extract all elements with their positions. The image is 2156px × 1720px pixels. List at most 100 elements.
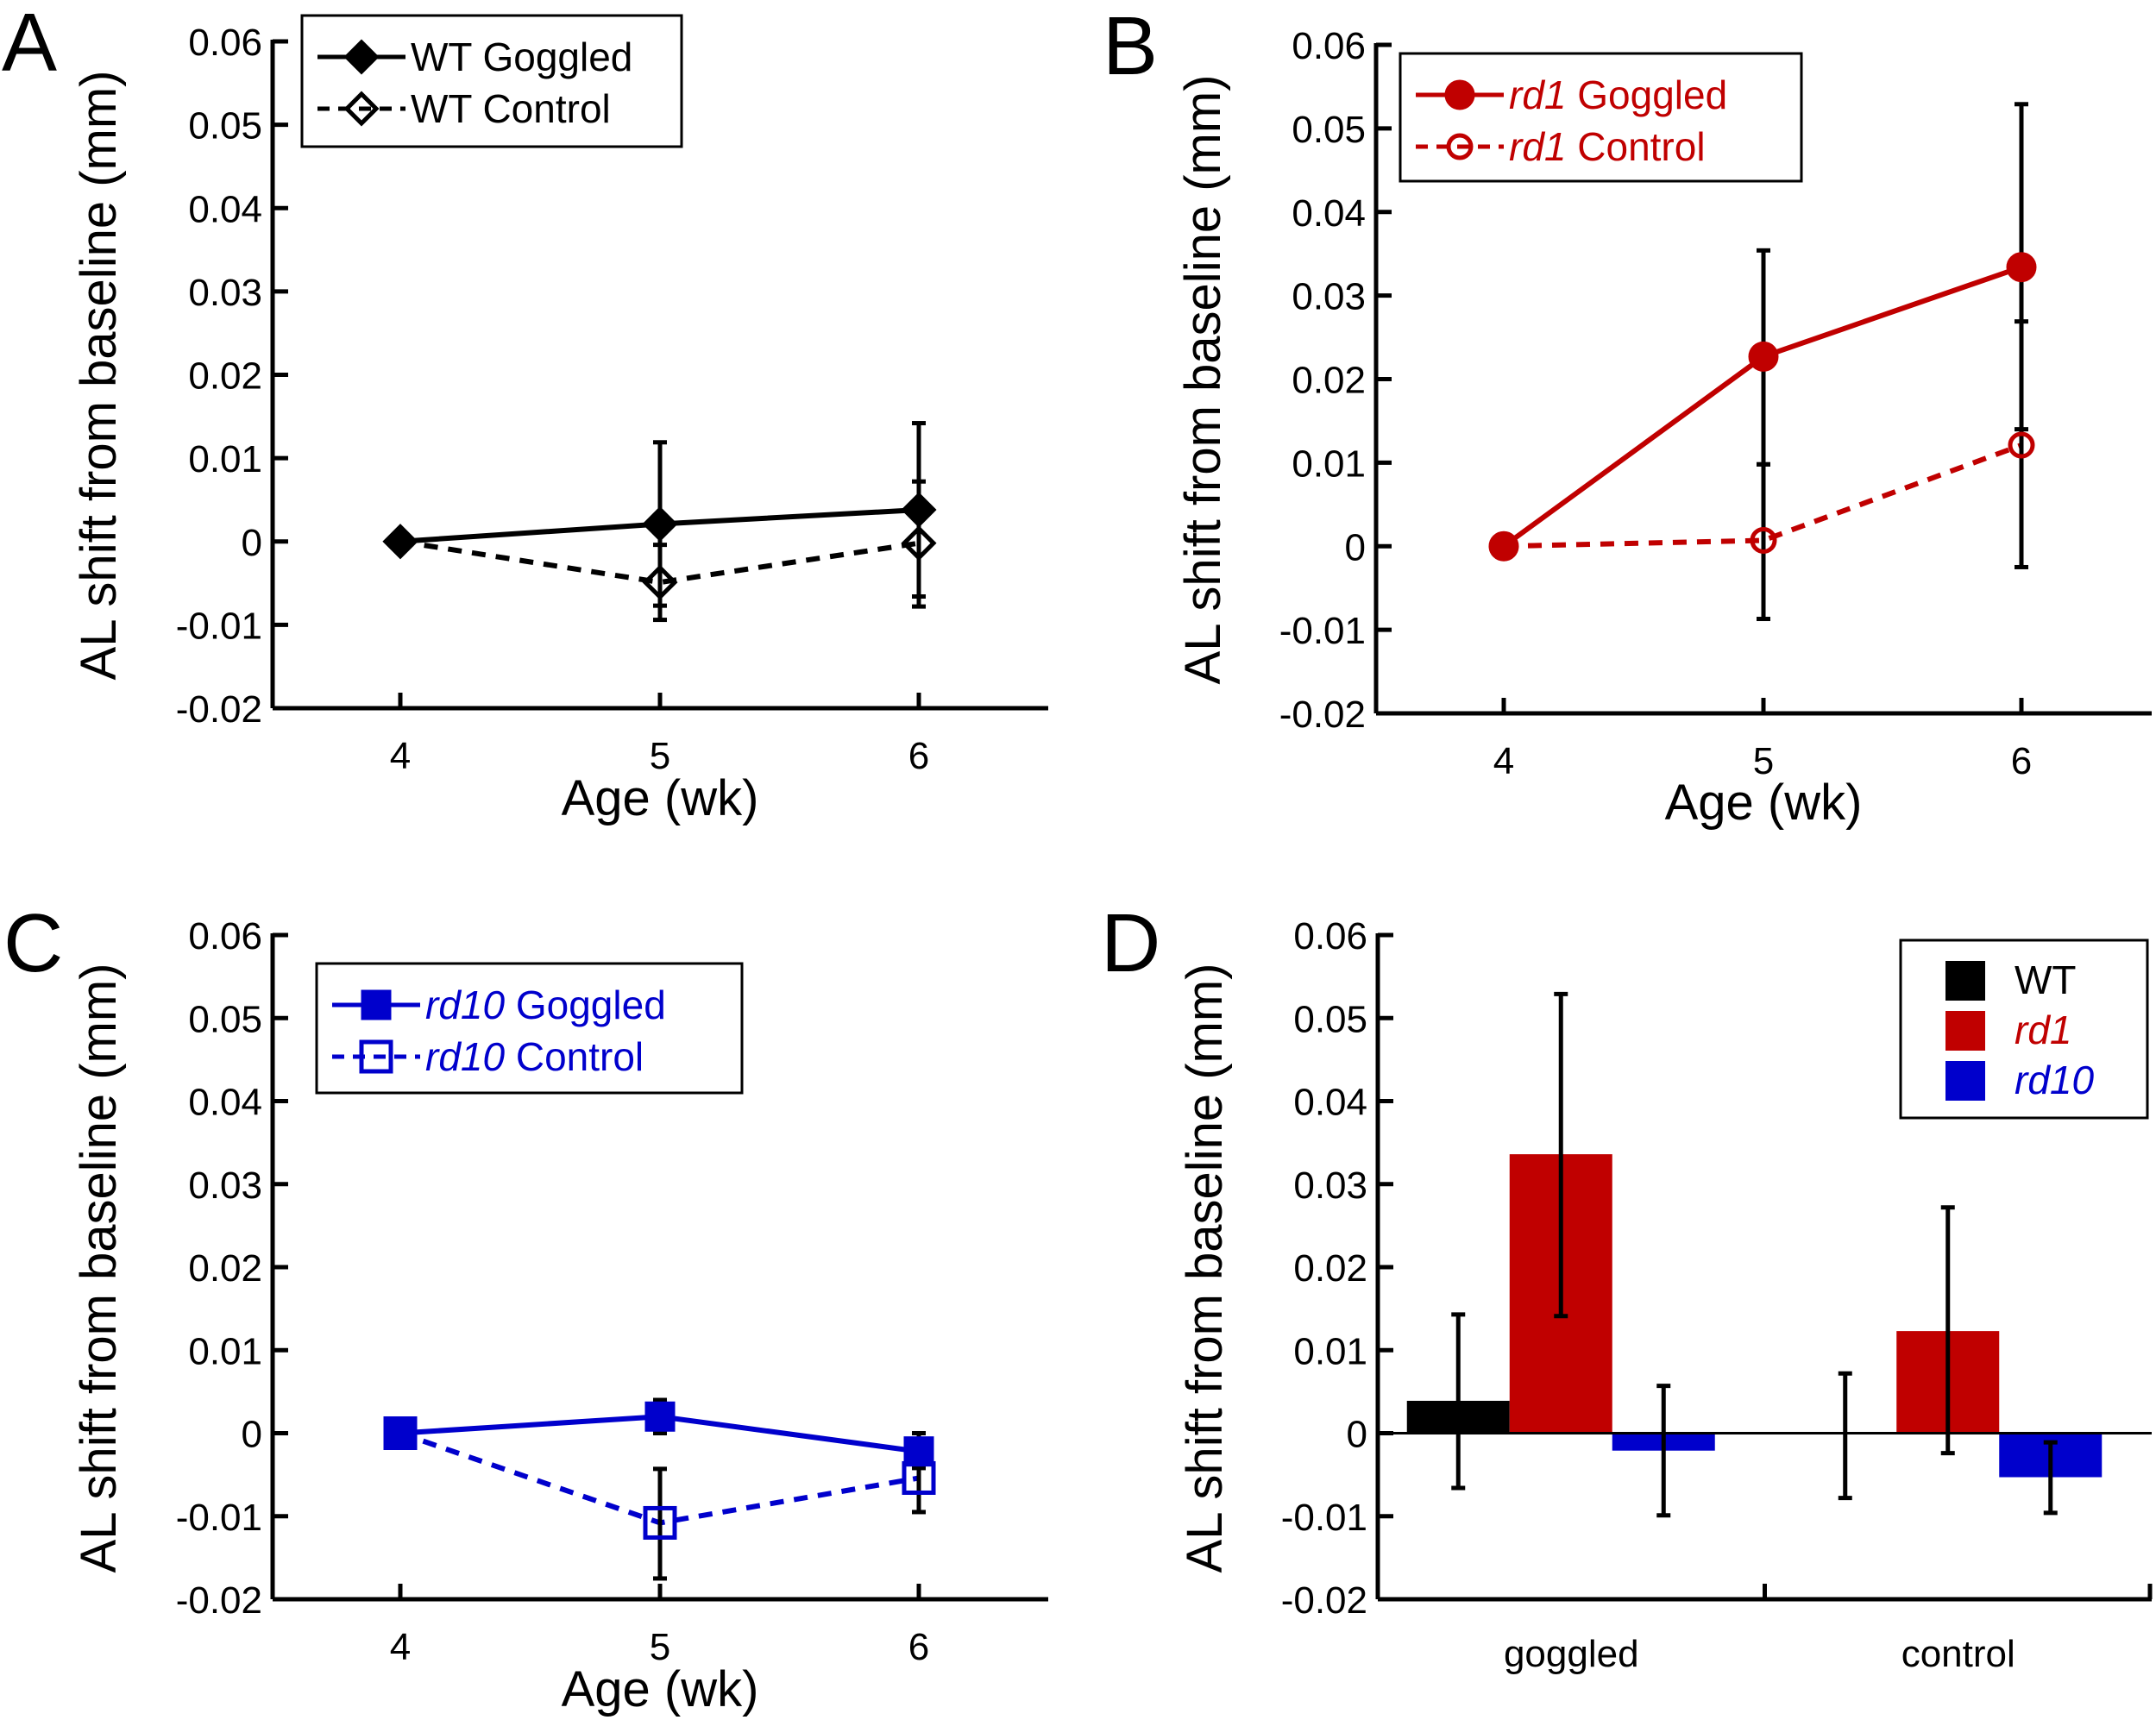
y-tick-label: 0.04 xyxy=(188,1082,262,1124)
legend-entry-plain: Control xyxy=(505,1034,644,1079)
y-tick-label: 0 xyxy=(1345,526,1366,568)
marker-diamond-open xyxy=(343,91,380,127)
y-tick-label: 0 xyxy=(1347,1414,1367,1456)
y-tick-label: 0.04 xyxy=(1292,192,1366,235)
legend-swatch-rd10 xyxy=(1945,1061,1985,1101)
y-tick-label: 0.01 xyxy=(188,1330,262,1372)
marker-diamond-filled xyxy=(642,505,678,542)
y-tick-label: 0.06 xyxy=(1292,25,1366,67)
y-axis-title-b: AL shift from baseline (mm) xyxy=(1175,75,1231,685)
panel-b-chart: 0.06 0.05 0.04 0.03 0.02 0.01 0 -0.01 -0.02 4 5 6 rd… xyxy=(1279,25,2152,782)
y-tick-label: 0.03 xyxy=(1293,1164,1367,1207)
marker-square-filled xyxy=(361,989,392,1020)
marker-diamond-open xyxy=(382,524,418,560)
marker-square-filled xyxy=(385,1418,416,1448)
x-category-label: goggled xyxy=(1504,1633,1639,1675)
marker-circle-filled xyxy=(1748,341,1779,372)
marker-square-open xyxy=(359,1039,393,1074)
x-tick-label: 6 xyxy=(2011,740,2032,782)
legend-swatch-wt xyxy=(1945,961,1985,1001)
marker-diamond-open xyxy=(901,525,937,562)
panel-a-chart: 0.06 0.05 0.04 0.03 0.02 0.01 0 -0.01 -0.02 4 5 6 WT… xyxy=(176,14,1048,777)
y-tick-label: 0.05 xyxy=(1293,998,1367,1040)
legend-entry-italic: rd1 xyxy=(1509,124,1566,169)
marker-square-filled xyxy=(903,1436,934,1467)
panel-c-chart: 0.06 0.05 0.04 0.03 0.02 0.01 0 -0.01 -0.02 4 5 6 rd… xyxy=(176,915,1048,1668)
x-axis-title-c: Age (wk) xyxy=(562,1661,759,1717)
marker-square-open xyxy=(643,1505,677,1540)
x-tick-label: 6 xyxy=(908,735,929,777)
marker-square-open xyxy=(383,1416,418,1450)
marker-circle-filled xyxy=(1444,79,1475,110)
legend-entry-italic: rd1 xyxy=(1509,72,1566,117)
y-tick-label: -0.02 xyxy=(176,1579,262,1622)
marker-square-open xyxy=(902,1460,936,1495)
y-tick-label: 0.04 xyxy=(1293,1082,1367,1124)
series-line-rd1-control xyxy=(1503,443,2023,549)
x-tick-label: 5 xyxy=(650,1626,670,1668)
y-tick-label: 0.02 xyxy=(1293,1247,1367,1290)
x-tick-label: 6 xyxy=(908,1626,929,1668)
legend-box xyxy=(1399,52,1803,183)
y-tick-label: 0.05 xyxy=(188,105,262,148)
legend-entry-label: WT Control xyxy=(411,86,611,131)
y-tick-label: -0.01 xyxy=(1279,610,1366,652)
legend-entry-plain: Control xyxy=(1566,124,1705,169)
y-tick-label: 0.01 xyxy=(1293,1330,1367,1372)
legend-entry-italic: rd10 xyxy=(425,1034,505,1079)
panel-label-a: A xyxy=(2,0,57,89)
panel-label-d: D xyxy=(1101,897,1160,989)
x-tick-label: 5 xyxy=(1753,740,1774,782)
marker-circle-open xyxy=(1446,133,1474,160)
y-tick-label: 0.02 xyxy=(1292,360,1366,402)
series-line-wt-control xyxy=(399,538,920,586)
legend-entry-plain: WT Control xyxy=(411,86,611,131)
marker-circle-open xyxy=(2008,431,2035,459)
y-tick-label: 0.03 xyxy=(188,1164,262,1207)
x-category-label: control xyxy=(1901,1633,2015,1675)
y-tick-label: -0.02 xyxy=(176,688,262,731)
legend-entry-plain: Goggled xyxy=(1566,72,1727,117)
y-tick-label: -0.02 xyxy=(1279,694,1366,736)
x-tick-label: 4 xyxy=(390,735,411,777)
marker-diamond-filled xyxy=(343,39,380,75)
x-tick-label: 4 xyxy=(390,1626,411,1668)
y-tick-label: 0.05 xyxy=(1292,109,1366,151)
legend-box xyxy=(300,14,683,148)
y-tick-label: 0.05 xyxy=(188,998,262,1040)
x-axis-title-b: Age (wk) xyxy=(1665,775,1863,831)
legend-entry-plain: Goggled xyxy=(505,982,666,1027)
y-tick-label: -0.01 xyxy=(1281,1497,1367,1539)
legend-box xyxy=(1899,938,2149,1120)
legend-entry-label: rd1 Control xyxy=(1509,124,1706,169)
marker-circle-open xyxy=(1750,526,1777,554)
marker-square-filled xyxy=(644,1401,676,1432)
y-tick-label: -0.02 xyxy=(1281,1579,1367,1622)
legend-entry-label: rd1 Goggled xyxy=(1509,72,1727,117)
legend-entry-label: WT xyxy=(2015,957,2077,1002)
panel-label-c: C xyxy=(3,897,63,989)
legend-swatch-rd1 xyxy=(1945,1011,1985,1051)
legend-entry-plain: WT Goggled xyxy=(411,35,632,79)
y-tick-label: 0.01 xyxy=(1292,443,1366,485)
marker-circle-open xyxy=(1490,532,1518,560)
y-axis-title-a: AL shift from baseline (mm) xyxy=(71,71,127,681)
y-tick-label: 0.06 xyxy=(188,915,262,957)
y-tick-label: -0.01 xyxy=(176,605,262,647)
y-axis-title-c: AL shift from baseline (mm) xyxy=(71,964,127,1573)
y-tick-label: 0.02 xyxy=(188,355,262,398)
y-tick-label: 0 xyxy=(242,1414,262,1456)
legend-entry-label: rd10 Goggled xyxy=(425,982,666,1027)
y-tick-label: 0.06 xyxy=(188,22,262,64)
x-axis-title-a: Age (wk) xyxy=(562,770,759,826)
y-tick-label: 0.02 xyxy=(188,1247,262,1290)
marker-diamond-open xyxy=(642,564,678,600)
legend-entry-label: rd10 Control xyxy=(425,1034,644,1079)
y-tick-label: 0.01 xyxy=(188,438,262,480)
panel-d-chart: 0.06 0.05 0.04 0.03 0.02 0.01 0 -0.01 -0.02 goggl… xyxy=(1281,915,2153,1675)
y-tick-label: 0.03 xyxy=(1292,276,1366,318)
y-axis-title-d: AL shift from baseline (mm) xyxy=(1177,964,1233,1573)
x-tick-label: 5 xyxy=(650,735,670,777)
y-tick-label: 0.04 xyxy=(188,188,262,230)
